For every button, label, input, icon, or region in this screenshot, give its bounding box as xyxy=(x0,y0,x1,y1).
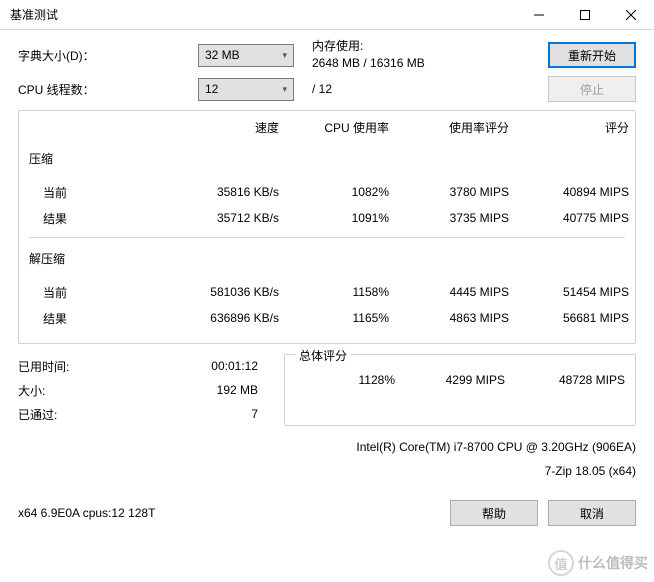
footer: x64 6.9E0A cpus:12 128T 帮助 取消 xyxy=(18,500,636,526)
dict-size-value: 32 MB xyxy=(205,48,240,62)
cancel-button[interactable]: 取消 xyxy=(548,500,636,526)
titlebar: 基准测试 xyxy=(0,0,654,30)
minimize-button[interactable] xyxy=(516,0,562,30)
dict-size-label: 字典大小(D)： xyxy=(18,47,198,64)
compress-label: 压缩 xyxy=(29,144,629,171)
overall-group: 总体评分 1128% 4299 MIPS 48728 MIPS xyxy=(284,354,636,426)
cell-cpu: 1165% xyxy=(279,311,389,325)
cell-rating: 56681 MIPS xyxy=(509,311,629,325)
watermark-text: 什么值得买 xyxy=(578,553,648,573)
stats-block: 已用时间: 00:01:12 大小: 192 MB 已通过: 7 xyxy=(18,354,264,426)
watermark-badge: 值 xyxy=(548,550,574,576)
cell-ru: 4445 MIPS xyxy=(389,285,509,299)
cell-ru: 3735 MIPS xyxy=(389,211,509,225)
overall-rating: 48728 MIPS xyxy=(505,373,625,387)
table-row: 结果 636896 KB/s 1165% 4863 MIPS 56681 MIP… xyxy=(29,305,625,331)
table-header: 速度 CPU 使用率 使用率评分 评分 xyxy=(29,119,625,136)
results-group: 速度 CPU 使用率 使用率评分 评分 压缩 当前 35816 KB/s 108… xyxy=(18,110,636,344)
size-label: 大小: xyxy=(18,382,138,399)
maximize-button[interactable] xyxy=(562,0,608,30)
stop-button: 停止 xyxy=(548,76,636,102)
row-label: 结果 xyxy=(29,310,149,327)
app-info: 7-Zip 18.05 (x64) xyxy=(18,464,636,478)
cell-speed: 636896 KB/s xyxy=(149,311,279,325)
cell-rating: 40894 MIPS xyxy=(509,185,629,199)
memory-label: 内存使用: xyxy=(312,38,425,55)
col-cpu: CPU 使用率 xyxy=(279,119,389,136)
window-title: 基准测试 xyxy=(10,6,516,23)
help-button[interactable]: 帮助 xyxy=(450,500,538,526)
dict-size-select[interactable]: 32 MB ▾ xyxy=(198,44,294,67)
threads-label: CPU 线程数： xyxy=(18,81,198,98)
overall-cpu: 1128% xyxy=(295,373,395,387)
chevron-down-icon: ▾ xyxy=(282,50,287,61)
col-speed: 速度 xyxy=(149,119,279,136)
passes-label: 已通过: xyxy=(18,406,138,423)
divider xyxy=(29,237,625,238)
memory-value: 2648 MB / 16316 MB xyxy=(312,55,425,72)
cell-ru: 4863 MIPS xyxy=(389,311,509,325)
close-button[interactable] xyxy=(608,0,654,30)
restart-button[interactable]: 重新开始 xyxy=(548,42,636,68)
cell-speed: 35816 KB/s xyxy=(149,185,279,199)
cpu-info: Intel(R) Core(TM) i7-8700 CPU @ 3.20GHz … xyxy=(18,440,636,454)
table-row: 当前 581036 KB/s 1158% 4445 MIPS 51454 MIP… xyxy=(29,279,625,305)
threads-total: / 12 xyxy=(312,82,332,96)
size-value: 192 MB xyxy=(138,383,258,397)
cell-rating: 51454 MIPS xyxy=(509,285,629,299)
overall-label: 总体评分 xyxy=(295,347,351,364)
passes-value: 7 xyxy=(138,407,258,421)
overall-ru: 4299 MIPS xyxy=(395,373,505,387)
decompress-label: 解压缩 xyxy=(29,244,629,271)
memory-block: 内存使用: 2648 MB / 16316 MB xyxy=(312,38,425,72)
row-label: 结果 xyxy=(29,210,149,227)
threads-select[interactable]: 12 ▾ xyxy=(198,78,294,101)
cell-rating: 40775 MIPS xyxy=(509,211,629,225)
cell-cpu: 1091% xyxy=(279,211,389,225)
col-ru: 使用率评分 xyxy=(389,119,509,136)
elapsed-value: 00:01:12 xyxy=(138,359,258,373)
content-area: 字典大小(D)： 32 MB ▾ 内存使用: 2648 MB / 16316 M… xyxy=(0,30,654,536)
table-row: 当前 35816 KB/s 1082% 3780 MIPS 40894 MIPS xyxy=(29,179,625,205)
threads-value: 12 xyxy=(205,82,218,96)
cell-cpu: 1158% xyxy=(279,285,389,299)
cell-cpu: 1082% xyxy=(279,185,389,199)
elapsed-label: 已用时间: xyxy=(18,358,138,375)
row-label: 当前 xyxy=(29,184,149,201)
chevron-down-icon: ▾ xyxy=(282,84,287,95)
watermark: 值 什么值得买 xyxy=(548,550,648,576)
cell-speed: 581036 KB/s xyxy=(149,285,279,299)
col-rating: 评分 xyxy=(509,119,629,136)
cell-ru: 3780 MIPS xyxy=(389,185,509,199)
row-label: 当前 xyxy=(29,284,149,301)
cell-speed: 35712 KB/s xyxy=(149,211,279,225)
arch-info: x64 6.9E0A cpus:12 128T xyxy=(18,506,440,520)
table-row: 结果 35712 KB/s 1091% 3735 MIPS 40775 MIPS xyxy=(29,205,625,231)
